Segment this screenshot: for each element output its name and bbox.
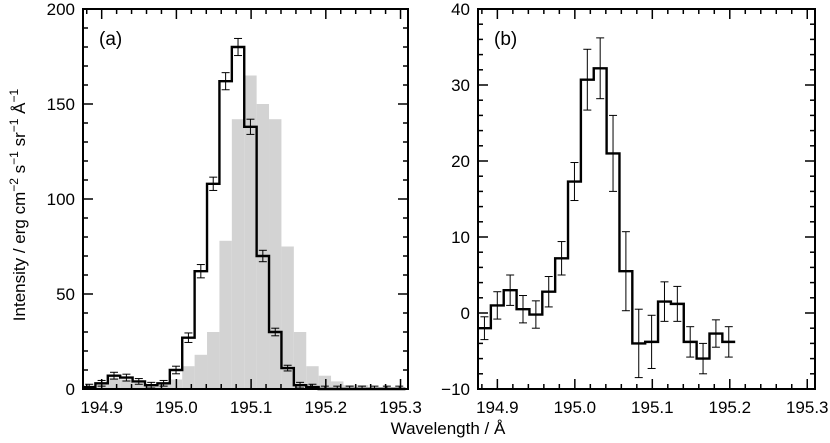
shaded-bar <box>244 75 257 389</box>
shaded-bar <box>120 379 133 389</box>
plot-frame <box>477 8 816 390</box>
y-tick-label: 200 <box>47 0 75 19</box>
y-tick-label: −10 <box>441 380 470 399</box>
x-tick-label: 194.9 <box>476 398 519 417</box>
shaded-bar <box>194 354 208 389</box>
y-axis-label: Intensity / erg cm−2 s−1 sr−1 Å−1 <box>7 88 29 321</box>
shaded-bar <box>293 332 307 389</box>
x-tick-label: 195.3 <box>786 398 829 417</box>
panel-b: 194.9 195.0 195.1 195.2 195.3 −10 0 10 20 30 40 (b) <box>441 0 828 417</box>
x-tick-label: 195.2 <box>709 398 752 417</box>
shaded-bar <box>207 332 220 389</box>
shaded-bar <box>269 119 282 389</box>
shaded-bar <box>281 246 294 389</box>
y-tick-label: 50 <box>56 285 75 304</box>
x-tick-label: 194.9 <box>80 398 123 417</box>
panel-tag: (b) <box>494 29 517 50</box>
x-axis-label: Wavelength / Å <box>391 419 506 438</box>
y-tick-label: 40 <box>451 0 470 19</box>
y-tick-label: 100 <box>47 190 75 209</box>
panel-tag: (a) <box>99 29 122 50</box>
y-tick-label: 10 <box>451 228 470 247</box>
x-tick-label: 195.2 <box>305 398 348 417</box>
y-tick-label: 0 <box>66 380 75 399</box>
shaded-bar <box>132 383 146 389</box>
x-tick-label: 195.0 <box>155 398 198 417</box>
x-tick-label: 195.1 <box>230 398 273 417</box>
y-tick-label: 20 <box>451 152 470 171</box>
y-tick-label: 30 <box>451 76 470 95</box>
x-tick-label: 195.0 <box>554 398 597 417</box>
x-tick-label: 195.1 <box>631 398 674 417</box>
panel-a: 194.9 195.0 195.1 195.2 195.3 0 50 100 150 200 (a) <box>47 0 422 417</box>
y-tick-label: 0 <box>461 304 470 323</box>
x-tick-label: 195.3 <box>379 398 422 417</box>
shaded-bar <box>331 381 344 389</box>
shaded-bar <box>219 240 232 389</box>
shaded-bar <box>182 366 195 389</box>
y-tick-label: 150 <box>47 95 75 114</box>
shaded-bar <box>306 366 319 389</box>
step-line <box>478 67 736 360</box>
shaded-bar <box>107 377 121 389</box>
shaded-bar <box>256 104 270 389</box>
shaded-bar <box>231 119 245 389</box>
